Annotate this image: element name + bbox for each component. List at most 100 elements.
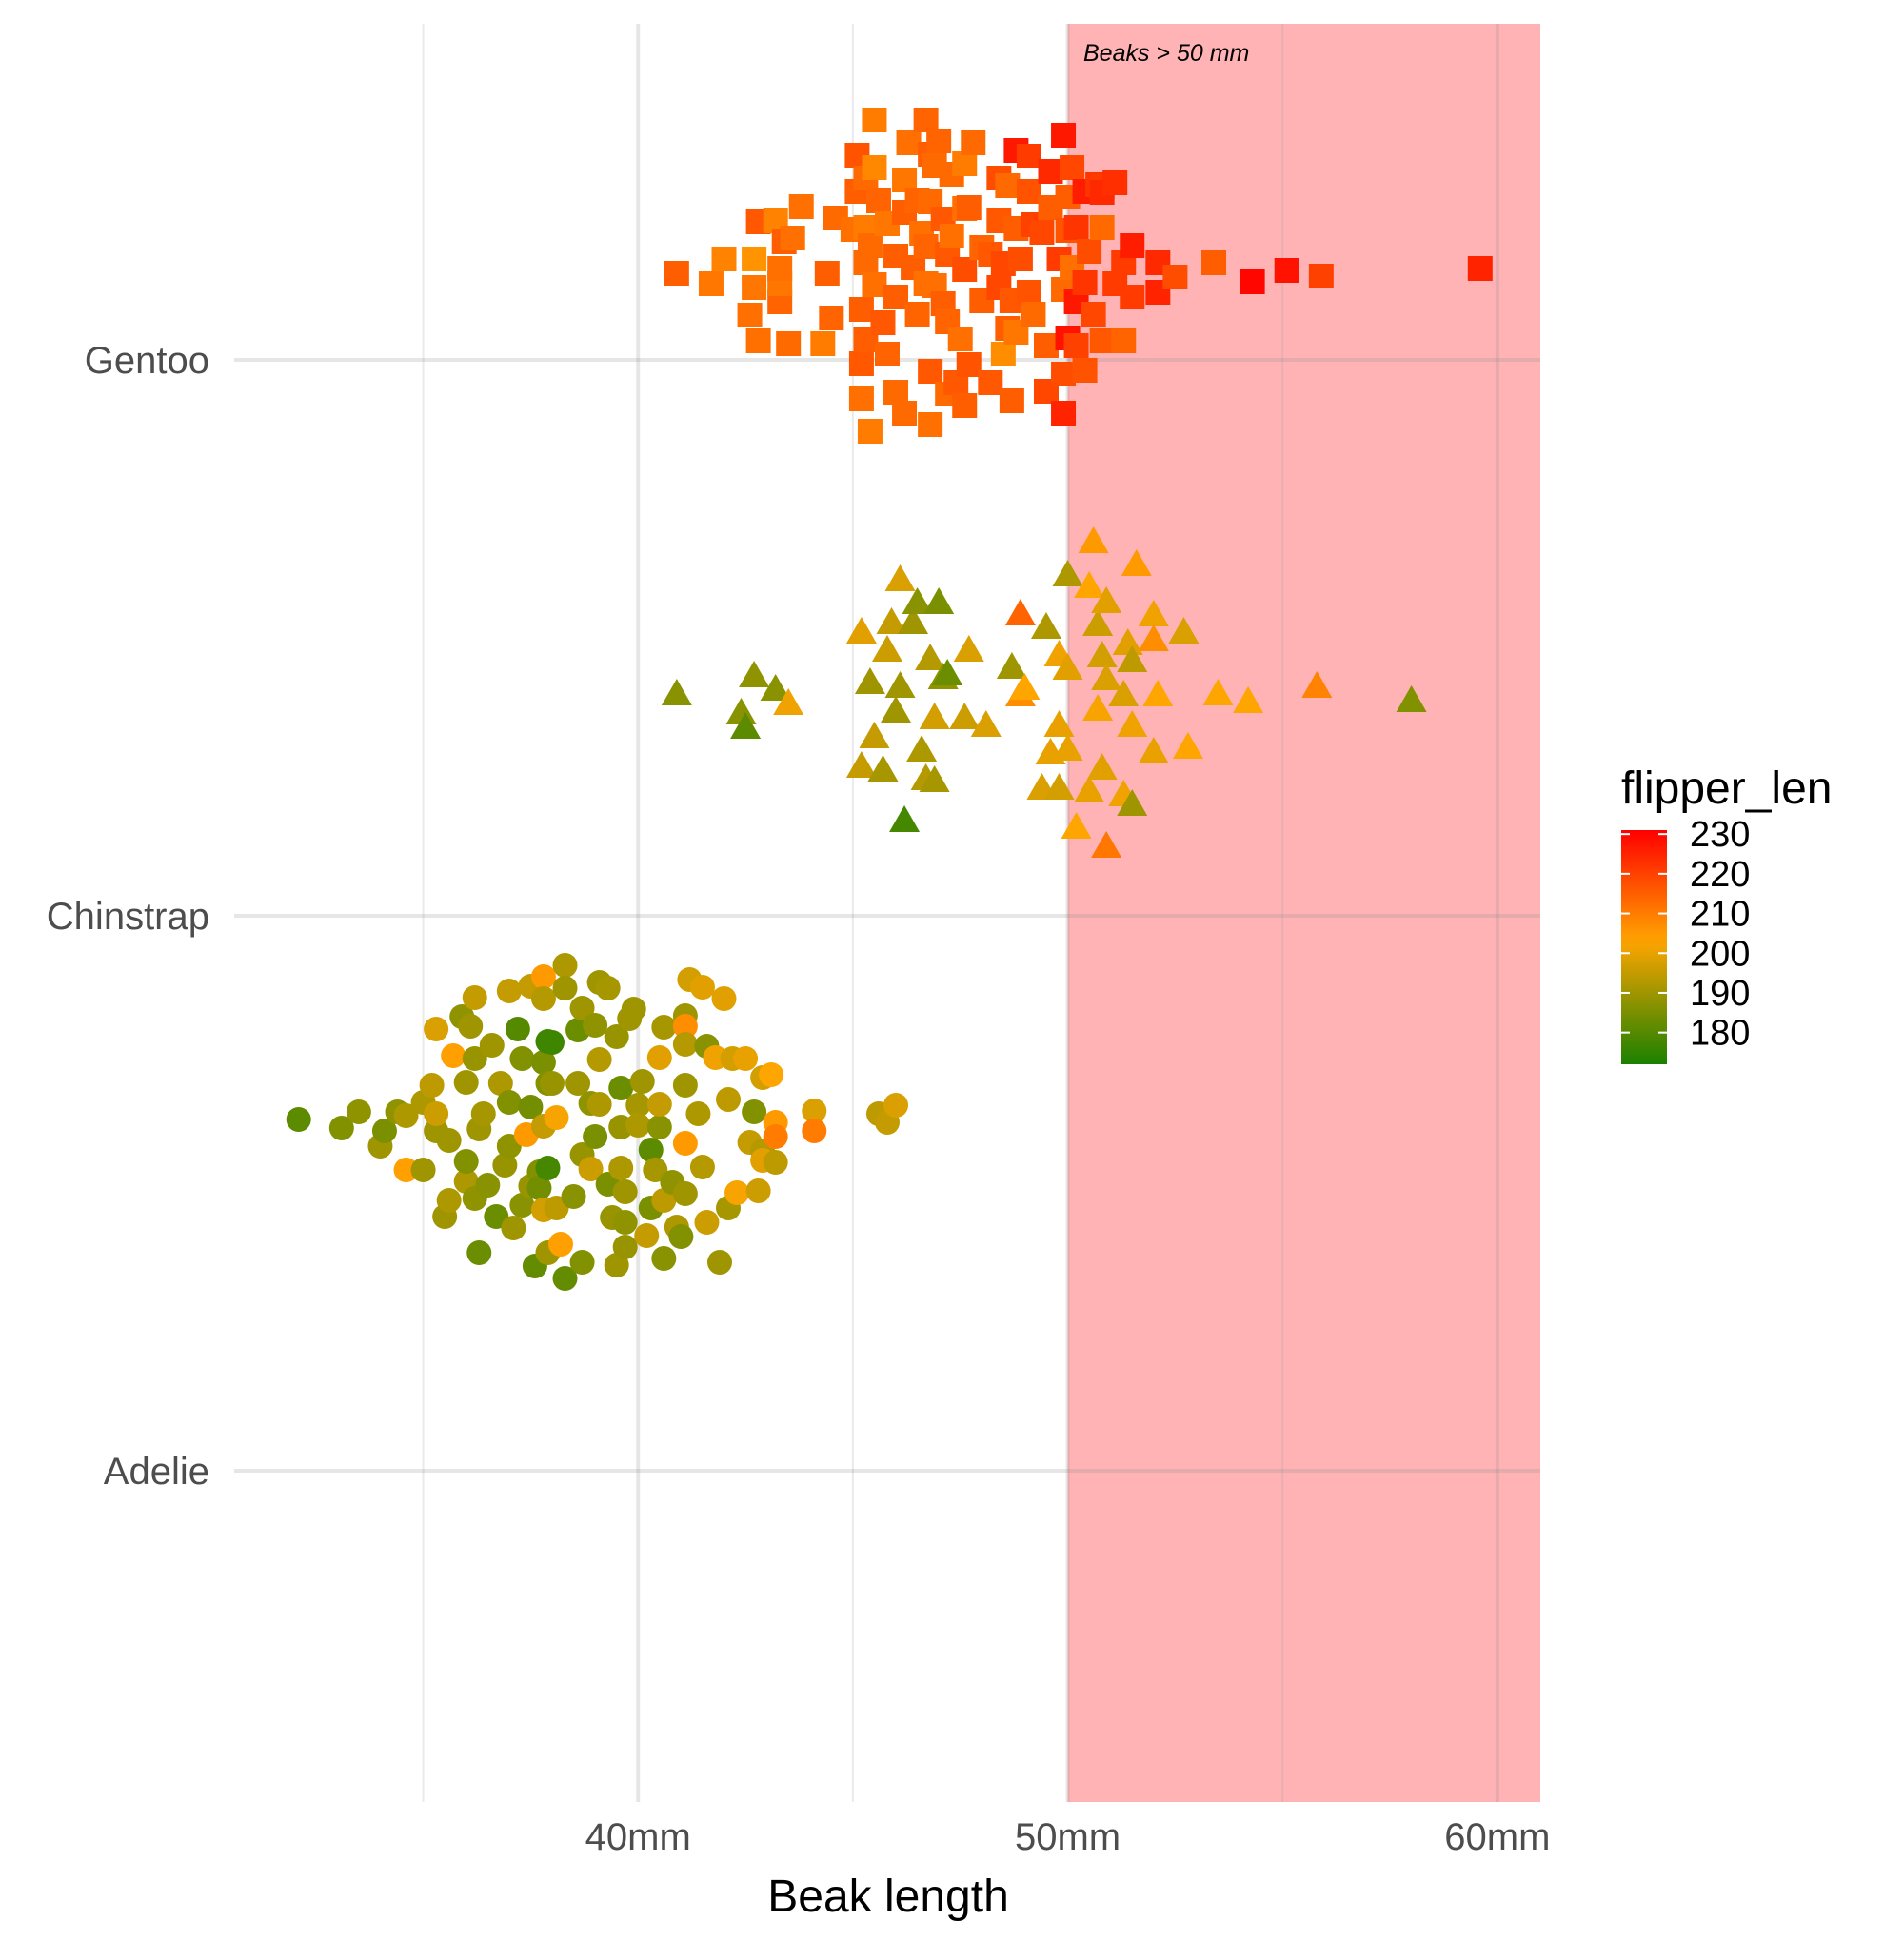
data-point [1240,269,1265,294]
data-point [346,1099,371,1124]
data-point [906,735,938,762]
data-point [854,667,885,694]
data-point [776,331,802,356]
data-point [1089,328,1115,353]
legend-label: 230 [1690,815,1750,855]
data-point [1016,280,1041,305]
data-point [802,1119,827,1143]
data-point [1301,671,1333,698]
data-point [1004,599,1036,625]
data-point [453,1070,479,1095]
data-point [1016,179,1041,204]
data-point [672,1032,698,1057]
data-point [1082,694,1114,721]
data-point [1172,732,1203,759]
data-point [625,1113,651,1138]
data-point [496,1090,522,1115]
data-point [595,976,621,1000]
data-point [548,1232,573,1257]
data-point [725,698,757,724]
highlight-annotation: Beaks > 50 mm [1083,40,1249,67]
data-point [1033,333,1059,358]
data-point [1082,609,1114,636]
data-point [1078,526,1109,553]
data-point [561,1184,586,1209]
legend-colorbar [1621,830,1667,1064]
data-point [952,257,978,282]
data-point [1121,549,1152,576]
data-point [1117,710,1148,737]
legend-label: 190 [1690,974,1750,1014]
data-point [1089,215,1115,240]
data-point [760,674,791,701]
data-point [668,1224,694,1249]
data-point [902,587,933,614]
data-point [1091,831,1122,858]
data-point [393,1158,419,1182]
data-point [716,1087,742,1112]
data-point [1043,710,1075,737]
data-point [544,1105,569,1130]
data-point [1061,812,1092,839]
data-point [1077,239,1102,264]
data-point [857,233,883,258]
data-point [1086,753,1118,780]
data-point [857,419,883,444]
data-point [883,380,909,405]
data-point [1007,247,1033,271]
data-point [881,696,912,723]
data-point [867,755,899,782]
data-point [698,271,724,296]
data-point [1142,680,1174,706]
data-point [956,195,982,220]
data-point [1029,220,1055,245]
data-point [845,617,877,644]
data-point [730,712,762,739]
data-point [802,1099,827,1123]
data-point [999,388,1024,413]
data-point [952,151,978,176]
data-point [496,979,522,1003]
data-point [1060,155,1085,180]
data-point [848,351,874,376]
data-point [739,661,770,687]
data-point [539,1071,565,1096]
data-point [621,997,646,1021]
data-point [1009,673,1041,700]
data-point [810,331,836,356]
data-point [646,1092,672,1117]
data-point [479,1033,505,1058]
data-point [862,155,887,180]
data-point [441,1043,466,1068]
data-point [1201,250,1226,275]
grid-lines [234,24,1540,1802]
category-label: Gentoo [85,340,209,382]
data-point [1072,270,1098,295]
data-point [583,1124,608,1149]
data-point [1051,362,1077,386]
x-axis: 40mm 50mm 60mm [585,1816,1551,1858]
data-point [453,1149,479,1174]
data-point [1072,358,1098,383]
data-point [1274,258,1299,283]
data-point [462,1046,487,1071]
data-point [625,1093,651,1118]
data-point [711,247,737,271]
data-point [745,1178,771,1203]
x-tick-label: 60mm [1444,1816,1550,1858]
data-point [1308,264,1334,288]
data-point [552,1266,578,1291]
data-point [505,1017,530,1041]
data-point [949,703,981,729]
data-point [638,1138,664,1162]
x-tick-label: 40mm [585,1816,691,1858]
data-point [1030,612,1061,639]
data-point [672,1131,698,1156]
data-point [583,1013,608,1038]
data-point [1168,617,1200,644]
data-point [884,671,916,698]
data-point [926,129,952,153]
data-point [410,1158,436,1182]
data-point [672,1073,698,1098]
data-point [1043,773,1075,800]
